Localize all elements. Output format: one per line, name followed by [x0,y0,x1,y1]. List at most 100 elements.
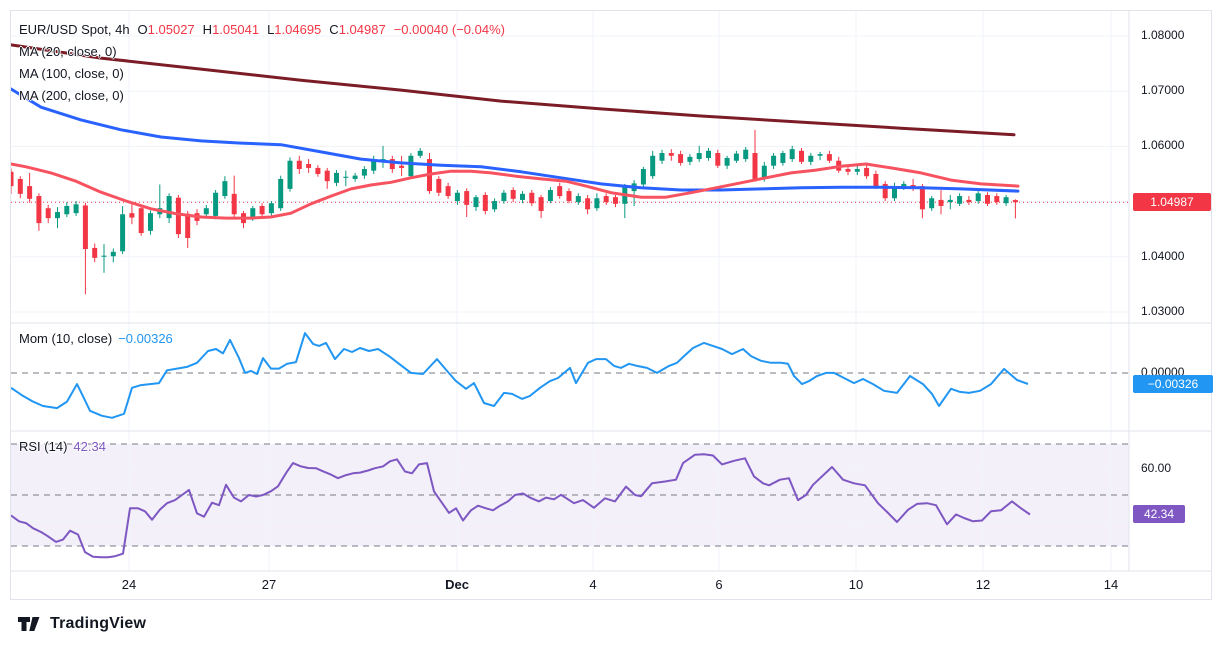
price-axis-label: 1.04000 [1141,248,1185,263]
candle-up [547,189,553,202]
rsi-value: 42.34 [73,439,106,454]
candle-up [520,193,525,200]
low-label: L [267,22,275,37]
candle-up [454,192,460,202]
candle-up [166,196,172,219]
candle-down [324,170,330,182]
candle-down [464,191,470,205]
candle-up [733,153,739,161]
candle-up [148,213,153,231]
ma20-legend[interactable]: MA (20, close, 0) [19,44,117,59]
candle-up [417,150,423,156]
candle-down [27,186,33,199]
candle-up [743,149,749,160]
candle-up [250,208,256,219]
candle-up [120,214,126,252]
momentum-title: Mom (10, close) [19,331,113,346]
ma100-line [11,87,1020,193]
candle-down [845,169,851,172]
time-axis-label: Dec [445,577,469,592]
candle-up [640,169,646,185]
tradingview-logo[interactable]: TradingView [18,614,146,634]
candle-up [929,198,935,209]
time-axis-label: 6 [715,577,723,592]
candle-down [919,186,925,210]
candle-up [203,208,209,215]
open-value: 1.05027 [147,22,195,37]
candle-up [1003,197,1009,204]
change-value: −0.00040 (−0.04%) [393,22,505,37]
candle-up [659,153,665,161]
candle-down [138,208,144,234]
candle-up [343,176,349,178]
candle-up [352,175,358,179]
symbol-title[interactable]: EUR/USD Spot, 4h [19,22,130,37]
candle-up [957,196,963,204]
candle-up [761,165,767,179]
high-value: 1.05041 [212,22,260,37]
candle-down [557,186,563,197]
candle-up [975,193,981,202]
candle-down [585,198,591,210]
candle-up [287,160,293,189]
candle-down [882,183,888,199]
candle-down [510,189,516,199]
candle-down [668,153,674,156]
candle-down [715,153,721,166]
candle-down [185,213,191,239]
candle-down [752,153,758,179]
candle-up [650,155,656,177]
rsi-pane-legend[interactable]: RSI (14) 42.34 [19,439,106,454]
candle-down [175,197,181,235]
momentum-value: −0.00326 [118,331,173,346]
candle-down [910,185,916,188]
momentum-pane-legend[interactable]: Mom (10, close) −0.00326 [19,331,173,346]
last-price-badge: 1.04987 [1133,193,1211,211]
time-axis-label: 24 [121,577,137,592]
candle-up [706,150,711,158]
candle-up [594,198,600,209]
candle-up [501,192,507,202]
candle-down [11,171,14,187]
rsi-60-axis-label: 60.00 [1141,461,1172,475]
price-axis-label: 1.03000 [1141,303,1185,318]
open-label: O [137,22,148,37]
candle-up [473,197,479,208]
low-value: 1.04695 [274,22,322,37]
candle-down [826,154,832,161]
ma100-legend[interactable]: MA (100, close, 0) [19,66,124,81]
candle-up [575,196,581,203]
candle-down [296,160,302,170]
candle-down [45,208,51,219]
candle-up [724,157,730,166]
candle-down [966,199,972,203]
candle-down [538,197,544,211]
price-axis-label: 1.06000 [1141,138,1185,153]
candle-down [938,199,944,206]
chart-wrapper: EUR/USD Spot, 4h O1.05027 H1.05041 L1.04695… [10,10,1213,600]
candle-down [306,164,312,168]
ma200-legend[interactable]: MA (200, close, 0) [19,88,124,103]
rsi-band [11,444,1129,547]
candle-up [361,169,367,176]
candle-down [1012,200,1018,203]
time-axis-label: 12 [975,577,991,592]
candle-down [678,154,684,163]
candle-down [17,178,23,194]
candle-down [873,173,879,187]
candle-up [696,153,702,160]
ma20-line [11,162,1020,220]
candle-up [55,212,60,219]
candle-down [994,196,1000,203]
time-axis-label: 14 [1103,577,1119,592]
candle-up [64,205,70,215]
chart-plot-area[interactable] [11,11,1211,599]
tradingview-logo-text: TradingView [50,615,147,632]
momentum-line [11,332,1029,419]
candle-up [808,155,814,162]
candle-down [613,197,618,204]
candle-up [947,199,953,203]
rsi-line [11,453,1031,559]
time-axis-label: 10 [848,577,864,592]
candle-up [892,186,897,199]
